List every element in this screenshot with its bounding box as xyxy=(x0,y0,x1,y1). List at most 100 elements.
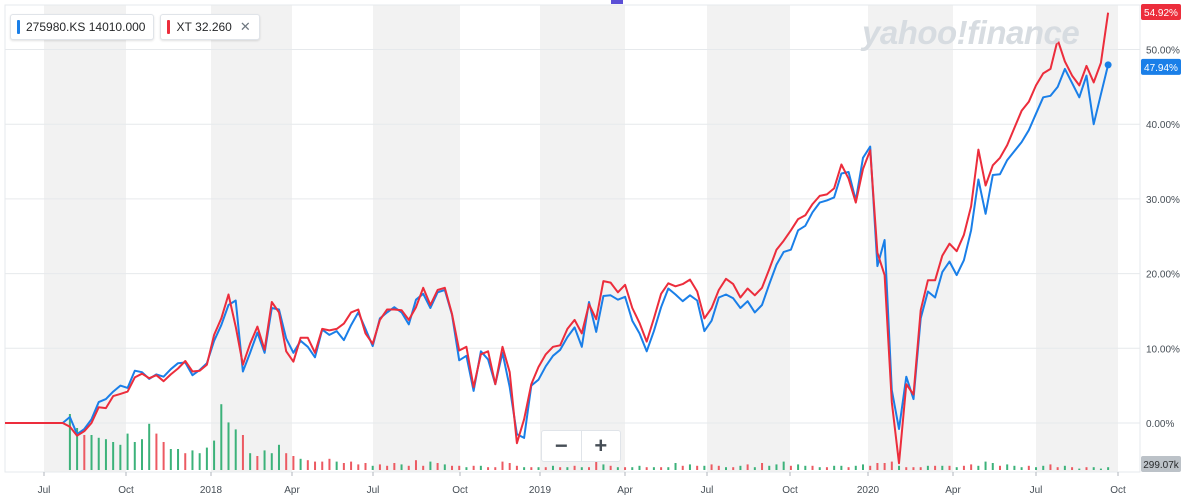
volume-bar xyxy=(955,467,958,470)
last-value-275980ks-bg xyxy=(1141,58,1181,75)
volume-bar xyxy=(941,465,944,470)
volume-bar xyxy=(523,467,526,470)
y-tick-label: 40.00% xyxy=(1146,120,1180,131)
volume-bar xyxy=(703,465,706,470)
x-tick-label: Apr xyxy=(284,485,300,496)
last-value-xt: 54.92% xyxy=(1144,8,1178,19)
volume-bar xyxy=(357,464,360,470)
last-value-xt-bg xyxy=(1141,4,1181,20)
volume-bar xyxy=(148,423,151,470)
volume-bar xyxy=(674,463,677,470)
volume-bar xyxy=(1049,464,1052,470)
y-tick-label: 50.00% xyxy=(1146,46,1180,57)
legend-value: 14010.000 xyxy=(88,20,146,34)
series-color-swatch xyxy=(17,20,20,34)
volume-bar xyxy=(1042,465,1045,470)
x-tick-label: 2020 xyxy=(857,485,880,496)
volume-bar xyxy=(119,444,122,470)
volume-bar xyxy=(746,464,749,470)
volume-bar xyxy=(753,467,756,470)
volume-bar xyxy=(155,433,158,470)
volume-bar xyxy=(905,467,908,470)
volume-bar xyxy=(998,465,1001,470)
time-band xyxy=(211,5,292,472)
volume-bar xyxy=(876,463,879,470)
volume-bar xyxy=(350,461,353,470)
volume-bar xyxy=(177,449,180,470)
x-tick-label: Oct xyxy=(1110,485,1126,496)
volume-bar xyxy=(602,464,605,470)
volume-bar xyxy=(306,460,309,470)
volume-bar xyxy=(76,428,79,470)
volume-bar xyxy=(559,467,562,470)
volume-bar xyxy=(645,467,648,470)
volume-bar xyxy=(515,465,518,470)
volume-bar xyxy=(1013,465,1016,470)
volume-bar xyxy=(443,464,446,470)
volume-bar xyxy=(595,461,598,470)
volume-bar xyxy=(1099,468,1102,470)
volume-bar xyxy=(263,450,266,470)
volume-bar xyxy=(465,467,468,470)
volume-bar xyxy=(472,465,475,470)
volume-bar xyxy=(1092,467,1095,470)
volume-bar xyxy=(458,465,461,470)
volume-bar xyxy=(386,465,389,470)
volume-bar xyxy=(869,465,872,470)
zoom-controls: − + xyxy=(541,430,621,462)
zoom-in-button[interactable]: + xyxy=(580,431,621,461)
volume-bar xyxy=(321,461,324,470)
volume-bar xyxy=(479,465,482,470)
close-icon[interactable]: ✕ xyxy=(239,19,251,34)
volume-bar xyxy=(962,465,965,470)
volume-bar xyxy=(140,439,143,470)
volume-bar xyxy=(825,467,828,470)
volume-bar xyxy=(537,467,540,470)
volume-bar xyxy=(725,467,727,470)
volume-bar xyxy=(789,465,792,470)
volume-bar xyxy=(277,444,280,470)
volume-bar xyxy=(948,465,951,470)
x-tick-label: Oct xyxy=(782,485,798,496)
time-band xyxy=(44,5,126,472)
volume-bar xyxy=(422,465,425,470)
volume-bar xyxy=(400,464,403,470)
volume-bar xyxy=(652,467,655,470)
x-tick-label: Oct xyxy=(452,485,468,496)
volume-bar xyxy=(1027,465,1030,470)
volume-bar xyxy=(573,465,576,470)
volume-bar xyxy=(270,453,273,470)
last-value-volume: 299.07k xyxy=(1143,460,1180,471)
volume-bar xyxy=(436,463,439,470)
legend-symbol: XT xyxy=(176,20,192,34)
legend-chip-275980ks[interactable]: 275980.KS 14010.000 xyxy=(10,14,155,40)
volume-bar xyxy=(854,465,857,470)
volume-bar xyxy=(696,465,699,470)
zoom-out-button[interactable]: − xyxy=(554,433,568,458)
plot-frame xyxy=(4,4,1141,473)
volume-bar xyxy=(991,463,994,470)
time-band xyxy=(868,5,953,472)
x-tick-label: Oct xyxy=(118,485,134,496)
volume-bar xyxy=(198,453,201,470)
volume-bar xyxy=(588,467,591,470)
volume-bar xyxy=(508,463,511,470)
series-color-swatch xyxy=(167,20,171,34)
volume-bar xyxy=(256,456,259,470)
volume-bar xyxy=(1078,468,1081,470)
x-tick-label: Jul xyxy=(701,485,714,496)
volume-bar xyxy=(667,467,670,470)
volume-bar xyxy=(739,465,742,470)
x-tick-label: Jul xyxy=(1030,485,1043,496)
volume-bar xyxy=(249,453,252,470)
volume-bar xyxy=(970,464,973,470)
volume-bar xyxy=(169,449,172,470)
volume-bar xyxy=(580,467,583,470)
volume-bar xyxy=(234,429,237,470)
volume-bar xyxy=(660,467,663,470)
volume-bar xyxy=(818,467,821,470)
legend-chip-xt[interactable]: XT 32.260 ✕ xyxy=(160,14,260,40)
volume-bar xyxy=(299,458,302,470)
volume-bar xyxy=(1063,465,1066,470)
